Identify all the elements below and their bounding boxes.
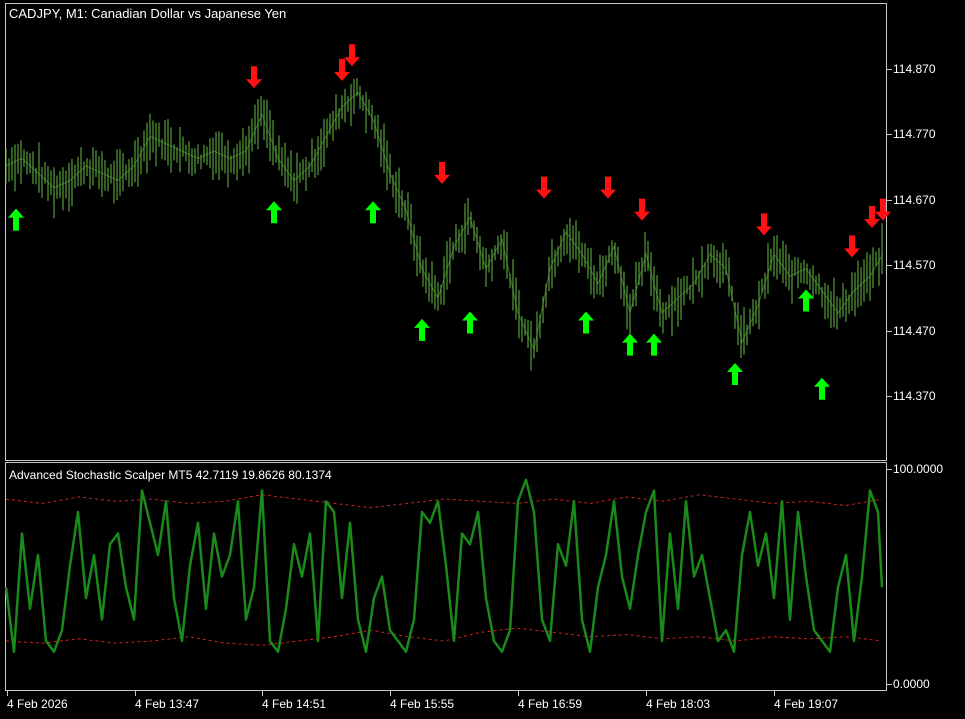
sell-arrow-icon [756,213,772,236]
buy-arrow-icon [622,333,638,356]
sell-arrow-icon [634,198,650,221]
time-tick-label: 4 Feb 15:55 [390,697,455,711]
buy-arrow-icon [414,318,430,341]
indicator-title: Advanced Stochastic Scalper MT5 42.7119 … [9,468,332,482]
indicator-tick-label: 0.0000 [893,677,930,691]
oversold-level-line [5,627,883,646]
sell-arrow-icon [434,161,450,184]
buy-arrow-icon [462,311,478,334]
sell-arrow-icon [246,66,262,89]
main-chart-title: CADJPY, M1: Canadian Dollar vs Japanese … [9,6,287,21]
time-tick-label: 4 Feb 2026 [7,697,68,711]
buy-arrow-icon [8,208,24,231]
sell-arrow-icon [864,206,880,228]
price-tick-label: 114.470 [893,324,936,338]
price-tick-label: 114.570 [893,258,936,272]
sell-arrow-icon [600,176,616,199]
sell-arrow-icon [344,44,360,67]
buy-arrow-icon [814,377,830,400]
overbought-level-line [5,494,883,509]
price-chart-pane[interactable] [5,3,887,461]
buy-arrow-icon [727,363,743,386]
buy-arrow-icon [646,333,662,356]
stochastic-line [4,478,884,653]
buy-arrow-icon [578,311,594,334]
sell-arrow-icon [536,176,552,199]
sell-arrow-icon [334,58,350,81]
price-tick-label: 114.870 [893,62,936,76]
time-tick-label: 4 Feb 16:59 [518,697,583,711]
price-tick-label: 114.370 [893,389,936,403]
price-line [5,91,884,352]
sell-arrow-icon [875,198,891,221]
buy-arrow-icon [798,289,814,312]
buy-arrow-icon [365,201,381,224]
buy-arrow-icon [266,201,282,224]
price-tick-label: 114.670 [893,193,936,207]
time-tick-label: 4 Feb 14:51 [262,697,327,711]
time-tick-label: 4 Feb 19:07 [774,697,839,711]
time-tick-label: 4 Feb 18:03 [646,697,711,711]
price-tick-label: 114.770 [893,127,936,141]
indicator-tick-label: 100.0000 [893,462,944,476]
sell-arrow-icon [844,235,860,258]
time-tick-label: 4 Feb 13:47 [135,697,200,711]
